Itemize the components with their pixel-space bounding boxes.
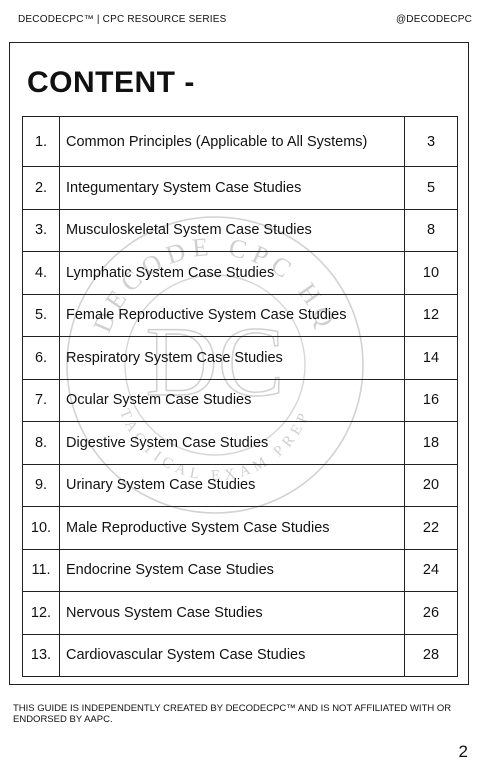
toc-label: Common Principles (Applicable to All Sys… — [59, 116, 405, 167]
toc-label: Male Reproductive System Case Studies — [59, 506, 405, 550]
toc-page-number: 22 — [404, 506, 458, 550]
toc-number: 12. — [22, 591, 60, 635]
header-handle: @DECODECPC — [395, 14, 472, 25]
page-title: CONTENT - — [27, 66, 195, 99]
disclaimer: THIS GUIDE IS INDEPENDENTLY CREATED BY D… — [13, 703, 452, 725]
toc-page-number: 3 — [404, 116, 458, 167]
toc-number: 6. — [22, 336, 60, 380]
toc-number: 9. — [22, 463, 60, 507]
toc-number: 3. — [22, 208, 60, 252]
toc-page-number: 10 — [404, 251, 458, 295]
toc-row: 7. Ocular System Case Studies 16 — [22, 378, 458, 422]
toc-page-number: 18 — [404, 421, 458, 465]
toc-row: 2. Integumentary System Case Studies 5 — [22, 166, 458, 210]
toc-label: Integumentary System Case Studies — [59, 166, 405, 210]
toc-number: 13. — [22, 633, 60, 677]
toc-row: 11. Endocrine System Case Studies 24 — [22, 548, 458, 592]
toc-label: Cardiovascular System Case Studies — [59, 633, 405, 677]
toc-label: Ocular System Case Studies — [59, 378, 405, 422]
toc-page-number: 26 — [404, 591, 458, 635]
toc-row: 6. Respiratory System Case Studies 14 — [22, 336, 458, 380]
toc-label: Female Reproductive System Case Studies — [59, 293, 405, 337]
toc-page-number: 8 — [404, 208, 458, 252]
content-frame — [9, 42, 469, 685]
toc-page-number: 16 — [404, 378, 458, 422]
toc-number: 4. — [22, 251, 60, 295]
toc-number: 10. — [22, 506, 60, 550]
toc-row: 13. Cardiovascular System Case Studies 28 — [22, 633, 458, 677]
toc-label: Lymphatic System Case Studies — [59, 251, 405, 295]
toc-number: 7. — [22, 378, 60, 422]
toc-row: 12. Nervous System Case Studies 26 — [22, 591, 458, 635]
toc-row: 5. Female Reproductive System Case Studie… — [22, 293, 458, 337]
toc-page-number: 14 — [404, 336, 458, 380]
table-of-contents: 1. Common Principles (Applicable to All S… — [22, 116, 458, 677]
toc-number: 1. — [22, 116, 60, 167]
header-series: DECODECPC™ | CPC RESOURCE SERIES — [18, 14, 227, 25]
toc-row: 8. Digestive System Case Studies 18 — [22, 421, 458, 465]
toc-number: 2. — [22, 166, 60, 210]
toc-label: Musculoskeletal System Case Studies — [59, 208, 405, 252]
toc-number: 5. — [22, 293, 60, 337]
toc-row: 3. Musculoskeletal System Case Studies 8 — [22, 208, 458, 252]
toc-page-number: 12 — [404, 293, 458, 337]
toc-page-number: 20 — [404, 463, 458, 507]
toc-label: Respiratory System Case Studies — [59, 336, 405, 380]
toc-page-number: 28 — [404, 633, 458, 677]
toc-label: Endocrine System Case Studies — [59, 548, 405, 592]
toc-number: 8. — [22, 421, 60, 465]
toc-row: 9. Urinary System Case Studies 20 — [22, 463, 458, 507]
toc-label: Nervous System Case Studies — [59, 591, 405, 635]
toc-row: 10. Male Reproductive System Case Studies… — [22, 506, 458, 550]
toc-label: Urinary System Case Studies — [59, 463, 405, 507]
page-number: 2 — [458, 742, 468, 761]
toc-row: 4. Lymphatic System Case Studies 10 — [22, 251, 458, 295]
toc-row: 1. Common Principles (Applicable to All S… — [22, 116, 458, 167]
toc-page-number: 24 — [404, 548, 458, 592]
toc-label: Digestive System Case Studies — [59, 421, 405, 465]
toc-number: 11. — [22, 548, 60, 592]
toc-page-number: 5 — [404, 166, 458, 210]
